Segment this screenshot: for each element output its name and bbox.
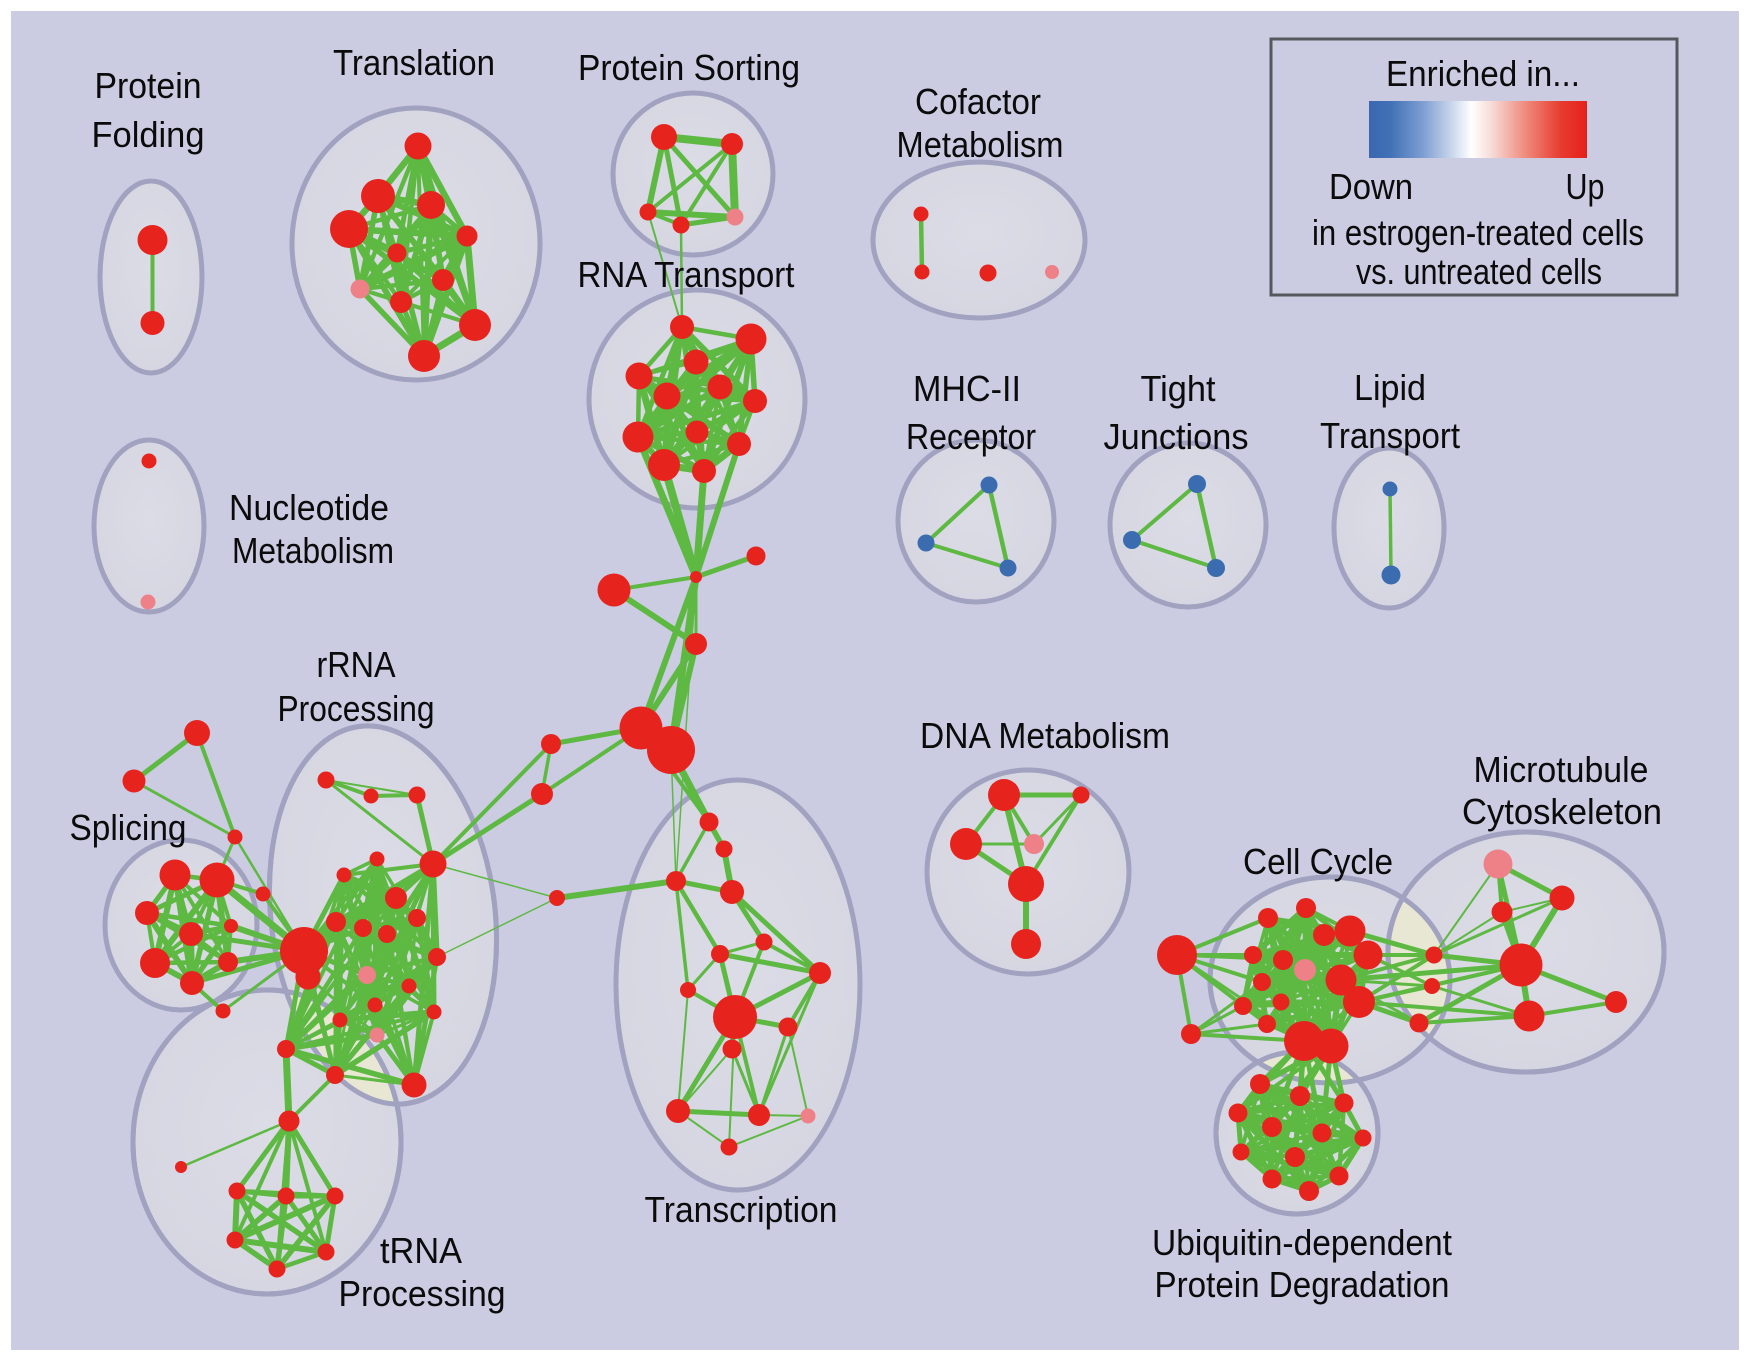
svg-text:Junctions: Junctions <box>1104 416 1249 457</box>
svg-text:Nucleotide: Nucleotide <box>229 487 389 528</box>
svg-text:Protein Degradation: Protein Degradation <box>1155 1264 1450 1305</box>
svg-text:Transport: Transport <box>1320 415 1460 456</box>
svg-text:Processing: Processing <box>339 1273 506 1314</box>
svg-text:Transcription: Transcription <box>645 1189 838 1230</box>
svg-text:Lipid: Lipid <box>1354 367 1426 408</box>
svg-text:Enriched in...: Enriched in... <box>1386 53 1580 94</box>
svg-text:Receptor: Receptor <box>906 416 1036 457</box>
svg-text:Metabolism: Metabolism <box>232 530 394 571</box>
svg-text:MHC-II: MHC-II <box>913 368 1021 409</box>
svg-text:Microtubule: Microtubule <box>1474 749 1649 790</box>
svg-text:in estrogen-treated cells: in estrogen-treated cells <box>1312 212 1644 253</box>
svg-text:Splicing: Splicing <box>70 807 187 848</box>
svg-text:RNA Transport: RNA Transport <box>578 254 795 295</box>
svg-text:Cytoskeleton: Cytoskeleton <box>1462 791 1662 832</box>
svg-text:Protein: Protein <box>95 65 202 106</box>
svg-text:Protein Sorting: Protein Sorting <box>578 47 800 88</box>
svg-text:DNA Metabolism: DNA Metabolism <box>920 715 1170 756</box>
svg-text:Cofactor: Cofactor <box>915 81 1041 122</box>
svg-text:Metabolism: Metabolism <box>897 124 1064 165</box>
svg-text:Ubiquitin-dependent: Ubiquitin-dependent <box>1152 1222 1452 1263</box>
svg-text:Folding: Folding <box>92 114 205 155</box>
svg-text:rRNA: rRNA <box>317 644 396 685</box>
svg-text:Processing: Processing <box>278 688 435 729</box>
svg-text:Cell Cycle: Cell Cycle <box>1243 841 1393 882</box>
svg-text:tRNA: tRNA <box>380 1230 462 1271</box>
svg-text:Down: Down <box>1329 166 1413 207</box>
svg-text:Translation: Translation <box>333 42 495 83</box>
svg-text:vs. untreated cells: vs. untreated cells <box>1356 251 1602 292</box>
svg-text:Up: Up <box>1566 166 1605 207</box>
svg-text:Tight: Tight <box>1141 368 1216 409</box>
